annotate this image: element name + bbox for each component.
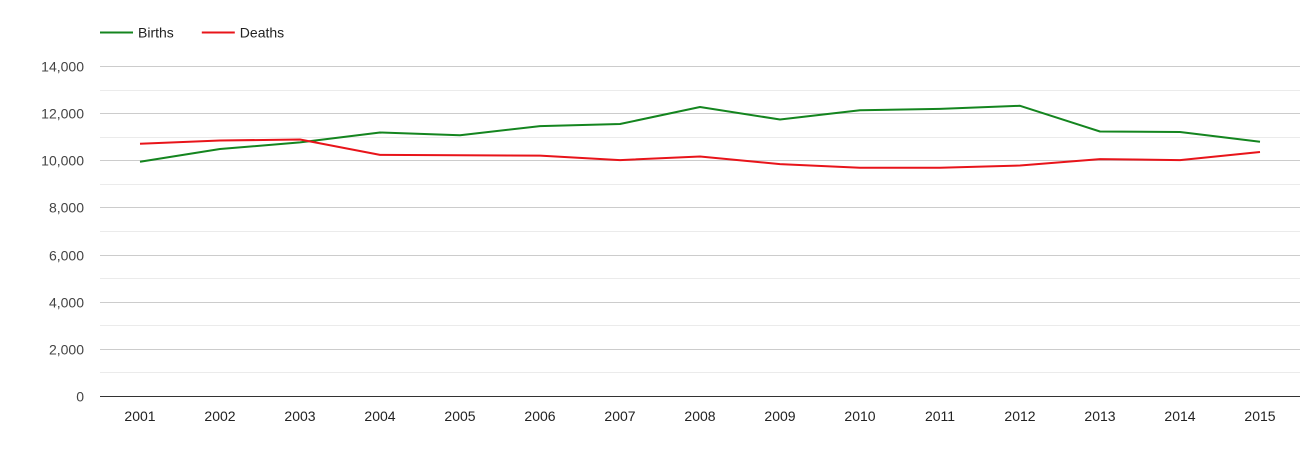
data-point-births xyxy=(1097,129,1103,135)
x-tick-label: 2015 xyxy=(1244,408,1275,424)
data-point-deaths xyxy=(377,152,383,158)
data-point-births xyxy=(537,123,543,129)
data-point-births xyxy=(617,121,623,127)
data-point-deaths xyxy=(297,137,303,143)
data-point-deaths xyxy=(137,141,143,147)
data-point-deaths xyxy=(1097,156,1103,162)
x-tick-label: 2003 xyxy=(284,408,315,424)
data-point-births xyxy=(217,146,223,152)
x-tick-label: 2007 xyxy=(604,408,635,424)
x-tick-label: 2004 xyxy=(364,408,395,424)
axes: 0 2,000 4,000 6,000 8,000 10,000 12,000 14,000 2… xyxy=(41,59,1300,424)
series-lines xyxy=(137,103,1263,171)
data-point-deaths xyxy=(617,157,623,163)
data-point-births xyxy=(1017,103,1023,109)
x-tick-label: 2014 xyxy=(1164,408,1195,424)
data-point-deaths xyxy=(777,161,783,167)
data-point-deaths xyxy=(217,138,223,144)
y-tick-label: 0 xyxy=(76,389,84,405)
data-point-deaths xyxy=(697,154,703,160)
data-point-births xyxy=(937,106,943,112)
data-point-deaths xyxy=(1177,157,1183,163)
x-tick-label: 2005 xyxy=(444,408,475,424)
series-line-births xyxy=(139,104,1261,163)
data-point-births xyxy=(137,159,143,165)
x-tick-label: 2010 xyxy=(844,408,875,424)
y-tick-label: 12,000 xyxy=(41,106,84,122)
y-tick-label: 6,000 xyxy=(49,248,84,264)
x-tick-label: 2011 xyxy=(925,408,955,424)
x-tick-label: 2012 xyxy=(1004,408,1035,424)
data-point-deaths xyxy=(537,153,543,159)
legend: Births Deaths xyxy=(100,25,284,41)
legend-item-deaths: Deaths xyxy=(201,25,284,41)
data-point-births xyxy=(777,117,783,123)
series-line-deaths xyxy=(139,138,1261,169)
grid xyxy=(100,66,1300,373)
x-tick-label: 2006 xyxy=(524,408,555,424)
y-tick-label: 2,000 xyxy=(49,342,84,358)
legend-label: Births xyxy=(138,25,174,41)
y-tick-label: 10,000 xyxy=(41,153,84,169)
x-tick-label: 2013 xyxy=(1084,408,1115,424)
x-tick-label: 2001 xyxy=(124,408,155,424)
data-point-deaths xyxy=(937,165,943,171)
legend-item-births: Births xyxy=(100,25,174,41)
y-tick-label: 4,000 xyxy=(49,295,84,311)
y-tick-label: 14,000 xyxy=(41,59,84,75)
data-point-births xyxy=(377,130,383,136)
data-point-deaths xyxy=(857,165,863,171)
data-point-deaths xyxy=(1257,149,1263,155)
data-point-births xyxy=(697,104,703,110)
x-tick-label: 2008 xyxy=(684,408,715,424)
data-point-births xyxy=(1177,129,1183,135)
data-point-births xyxy=(1257,139,1263,145)
data-point-births xyxy=(857,107,863,113)
legend-label: Deaths xyxy=(240,25,284,41)
x-tick-label: 2009 xyxy=(764,408,795,424)
data-point-deaths xyxy=(457,152,463,158)
y-tick-label: 8,000 xyxy=(49,200,84,216)
x-tick-label: 2002 xyxy=(204,408,235,424)
data-point-deaths xyxy=(1017,163,1023,169)
data-point-births xyxy=(457,132,463,138)
